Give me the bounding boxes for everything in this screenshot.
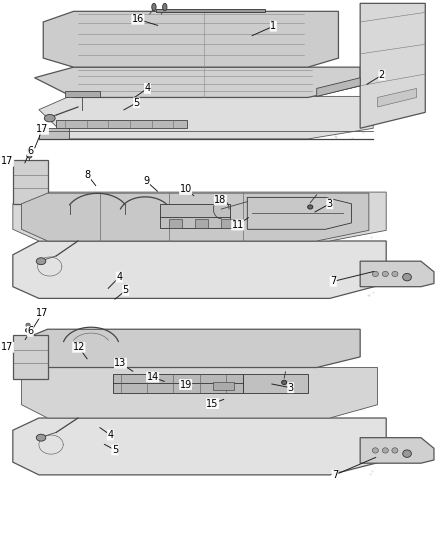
Ellipse shape — [36, 434, 46, 441]
Polygon shape — [39, 128, 69, 139]
Text: 9: 9 — [143, 176, 149, 187]
Ellipse shape — [26, 323, 30, 327]
Text: 6: 6 — [27, 146, 33, 156]
Polygon shape — [359, 261, 433, 287]
Text: 17: 17 — [36, 308, 49, 318]
Text: 17: 17 — [1, 342, 14, 352]
Polygon shape — [13, 160, 47, 204]
Text: 5: 5 — [122, 286, 128, 295]
Text: 11: 11 — [231, 220, 243, 230]
Text: 18: 18 — [214, 195, 226, 205]
Text: 16: 16 — [131, 14, 144, 25]
Text: 3: 3 — [287, 383, 293, 393]
Text: 7: 7 — [331, 470, 337, 480]
Ellipse shape — [371, 448, 378, 453]
Polygon shape — [359, 438, 433, 463]
Ellipse shape — [381, 448, 388, 453]
Polygon shape — [160, 204, 230, 228]
Ellipse shape — [36, 258, 46, 265]
Text: 19: 19 — [179, 379, 191, 390]
Polygon shape — [21, 368, 377, 418]
Polygon shape — [35, 67, 359, 98]
Polygon shape — [13, 335, 47, 379]
Text: 2: 2 — [378, 70, 384, 80]
Text: 5: 5 — [133, 98, 139, 108]
Polygon shape — [113, 374, 242, 393]
Ellipse shape — [402, 450, 410, 457]
Polygon shape — [21, 329, 359, 368]
Polygon shape — [169, 219, 182, 228]
Text: 7: 7 — [329, 277, 336, 286]
Ellipse shape — [27, 154, 32, 158]
Polygon shape — [13, 241, 385, 298]
Ellipse shape — [391, 448, 397, 453]
Polygon shape — [13, 192, 385, 241]
Text: 4: 4 — [107, 430, 113, 440]
Text: 15: 15 — [206, 399, 218, 409]
Polygon shape — [359, 3, 424, 128]
Text: 17: 17 — [36, 124, 49, 134]
Polygon shape — [195, 219, 208, 228]
Text: 8: 8 — [84, 170, 90, 180]
Ellipse shape — [281, 380, 286, 384]
Polygon shape — [21, 193, 368, 241]
Text: 13: 13 — [114, 358, 126, 368]
Ellipse shape — [44, 115, 55, 122]
Text: 6: 6 — [27, 326, 33, 336]
Ellipse shape — [27, 154, 32, 158]
Ellipse shape — [402, 273, 410, 281]
Text: 3: 3 — [326, 199, 332, 209]
Text: 12: 12 — [72, 342, 85, 352]
Polygon shape — [242, 374, 307, 393]
Text: 14: 14 — [146, 372, 159, 382]
Ellipse shape — [381, 271, 388, 277]
Polygon shape — [43, 11, 338, 67]
Ellipse shape — [162, 3, 166, 11]
Ellipse shape — [152, 3, 156, 11]
Text: 4: 4 — [144, 83, 150, 93]
Polygon shape — [377, 88, 416, 107]
Text: 4: 4 — [116, 272, 122, 282]
Ellipse shape — [25, 328, 31, 333]
Polygon shape — [316, 78, 359, 96]
Polygon shape — [247, 197, 351, 229]
Polygon shape — [13, 418, 385, 475]
Polygon shape — [221, 219, 234, 228]
Polygon shape — [156, 9, 264, 12]
Polygon shape — [65, 91, 99, 98]
Polygon shape — [212, 382, 234, 390]
Text: 17: 17 — [1, 156, 14, 166]
Ellipse shape — [27, 149, 32, 152]
Ellipse shape — [371, 271, 378, 277]
Ellipse shape — [26, 328, 30, 332]
Polygon shape — [39, 96, 372, 139]
Text: 5: 5 — [112, 445, 118, 455]
Polygon shape — [56, 120, 186, 128]
Ellipse shape — [391, 271, 397, 277]
Text: 10: 10 — [179, 184, 191, 195]
Text: 1: 1 — [270, 21, 276, 31]
Ellipse shape — [307, 205, 312, 209]
